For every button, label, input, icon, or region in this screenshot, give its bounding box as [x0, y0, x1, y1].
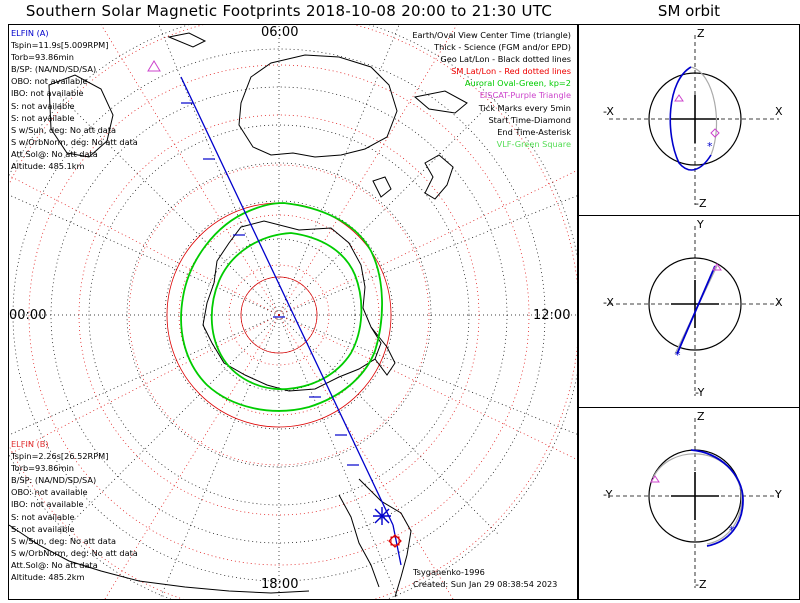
geo-grid	[9, 25, 577, 599]
svg-text:*: *	[707, 140, 713, 153]
coastlines	[9, 32, 468, 598]
axis-label-bottom: -Z	[695, 578, 707, 591]
south-america-west-coast	[338, 494, 380, 588]
elfin-b-line: S w/Sun, deg: No att data	[11, 535, 117, 546]
elfin-a-line: Torb=93.86min	[11, 52, 74, 63]
elfin-a-line: Altitude: 485.1km	[11, 161, 85, 172]
legend-item: EISCAT-Purple Triangle	[479, 90, 571, 101]
track-line	[180, 76, 394, 526]
axis-label-top: Z	[697, 27, 705, 40]
orbit-plot-xy: *	[609, 226, 779, 396]
orbit-track	[676, 265, 716, 355]
axis-label-right: X	[775, 296, 783, 309]
tasmania-coastline	[372, 176, 392, 198]
orbit-panel-xz: * Z -Z -X X	[578, 24, 800, 216]
elfin-a-line: S: not available	[11, 112, 75, 123]
australia-coastline	[238, 54, 398, 158]
svg-text:*: *	[675, 349, 681, 362]
mlt-label-right: 12:00	[533, 308, 571, 323]
new-guinea-coastline	[413, 90, 468, 114]
end-asterisk	[373, 507, 391, 525]
legend-item: Auroral Oval-Green, kp=2	[464, 78, 571, 89]
legend-item: Start Time-Diamond	[488, 114, 571, 125]
sm-grid	[9, 25, 577, 599]
indonesia-islands	[167, 32, 207, 48]
legend-item: VLF-Green Square	[496, 138, 571, 149]
map-legend: Earth/Oval View Center Time (triangle) T…	[412, 29, 571, 150]
elfin-a-line: OBO: not available	[11, 76, 88, 87]
elfin-b-line: Altitude: 485.2km	[11, 572, 85, 583]
axis-label-left: -X	[603, 296, 614, 309]
elfin-a-line: S w/Sun, deg: No att data	[11, 124, 117, 135]
elfin-a-line: Att.Sol@: No att data	[11, 148, 98, 159]
orbit-plot-yz: *	[609, 418, 779, 588]
elfin-a-line: IBO: not available	[11, 88, 84, 99]
axis-label-right: Y	[775, 488, 782, 501]
south-america-coastline	[358, 478, 412, 598]
africa-coastline	[48, 74, 114, 158]
vlf-square	[390, 536, 400, 546]
axis-label-top: Y	[697, 218, 704, 231]
elfin-a-line: S w/OrbNorm, deg: No att data	[11, 136, 138, 147]
mlt-label-bottom: 18:00	[261, 577, 299, 592]
track-ticks	[181, 102, 359, 466]
new-zealand-coastline	[424, 154, 454, 200]
model-label: Tsyganenko-1996	[413, 567, 485, 577]
axis-label-left: -X	[603, 105, 614, 118]
elfin-a-line: Tspin=11.9s[5.009RPM]	[11, 40, 109, 51]
footprint-map-panel: 06:00 00:00 12:00 18:00 ELFIN (A) Tspin=…	[8, 24, 578, 600]
mlt-label-top: 06:00	[261, 25, 299, 40]
elfin-b-title: ELFIN (B)	[11, 439, 49, 449]
auroral-ovals	[180, 202, 383, 412]
orbit-plot-xz: *	[609, 35, 779, 205]
axis-label-right: X	[775, 105, 783, 118]
elfin-b-line: Att.Sol@: No att data	[11, 559, 98, 570]
footprint-map	[9, 25, 577, 599]
elfin-b-line: S: not available	[11, 511, 75, 522]
elfin-a-info: ELFIN (A) Tspin=11.9s[5.009RPM] Torb=93.…	[11, 27, 138, 172]
axis-label-top: Z	[697, 410, 705, 423]
page-title: Southern Solar Magnetic Footprints 2018-…	[25, 2, 553, 20]
auroral-oval-inner	[210, 232, 363, 391]
antarctica-coastline	[202, 220, 382, 392]
orbit-track	[669, 66, 712, 171]
elfin-b-line: B/SP: (NA/ND/SD/SA)	[11, 475, 97, 486]
legend-item: Thick - Science (FGM and/or EPD)	[434, 42, 571, 53]
elfin-a-line: B/SP: (NA/ND/SD/SA)	[11, 64, 97, 75]
antarctic-peninsula	[370, 326, 396, 376]
elfin-a-title: ELFIN (A)	[11, 28, 49, 38]
mlt-label-left: 00:00	[9, 308, 47, 323]
svg-text:*: *	[729, 524, 735, 537]
elfin-b-line: S: not available	[11, 523, 75, 534]
eiscat-triangle	[147, 60, 161, 72]
axis-label-bottom: -Y	[695, 386, 705, 399]
legend-item: Earth/Oval View Center Time (triangle)	[412, 30, 571, 40]
elfin-b-line: IBO: not available	[11, 499, 84, 510]
created-label: Created: Sun Jan 29 08:38:54 2023	[413, 579, 558, 589]
elfin-b-line: Tspin=2.26s[26.52RPM]	[11, 451, 109, 462]
legend-item: Tick Marks every 5min	[478, 102, 571, 113]
africa-south-coast	[9, 524, 310, 594]
elfin-b-line: S w/OrbNorm, deg: No att data	[11, 547, 138, 558]
legend-item: SM Lat/Lon - Red dotted lines	[451, 66, 571, 77]
axis-label-bottom: -Z	[695, 197, 707, 210]
elfin-a-line: S: not available	[11, 100, 75, 111]
orbit-title: SM orbit	[657, 2, 721, 20]
elfin-b-line: OBO: not available	[11, 487, 88, 498]
axis-label-left: -Y	[603, 488, 613, 501]
elfin-b-line: Torb=93.86min	[11, 463, 74, 474]
legend-item: End Time-Asterisk	[497, 126, 571, 137]
orbit-panel-yz: * Z -Z -Y Y	[578, 407, 800, 600]
elfin-b-info: ELFIN (B) Tspin=2.26s[26.52RPM] Torb=93.…	[11, 438, 138, 583]
legend-item: Geo Lat/Lon - Black dotted lines	[440, 54, 571, 65]
orbit-track	[690, 449, 744, 547]
orbit-panel-xy: * Y -Y -X X	[578, 215, 800, 408]
auroral-oval-outer	[180, 202, 383, 412]
